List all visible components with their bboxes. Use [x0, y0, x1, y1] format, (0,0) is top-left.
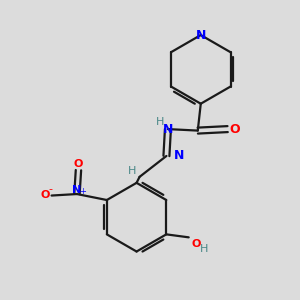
Text: O: O: [230, 123, 240, 136]
Text: H: H: [200, 244, 208, 254]
Text: O: O: [192, 239, 201, 249]
Text: H: H: [128, 167, 136, 176]
Text: -: -: [48, 184, 52, 194]
Text: H: H: [156, 117, 165, 127]
Text: N: N: [163, 123, 173, 136]
Text: O: O: [40, 190, 50, 200]
Text: N: N: [196, 28, 206, 41]
Text: +: +: [79, 187, 86, 196]
Text: N: N: [72, 184, 82, 195]
Text: O: O: [74, 159, 83, 169]
Text: N: N: [174, 149, 184, 163]
